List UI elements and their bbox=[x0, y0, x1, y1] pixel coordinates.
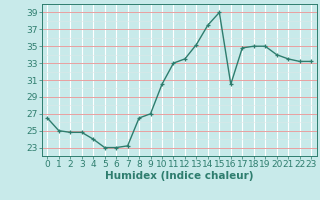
X-axis label: Humidex (Indice chaleur): Humidex (Indice chaleur) bbox=[105, 171, 253, 181]
